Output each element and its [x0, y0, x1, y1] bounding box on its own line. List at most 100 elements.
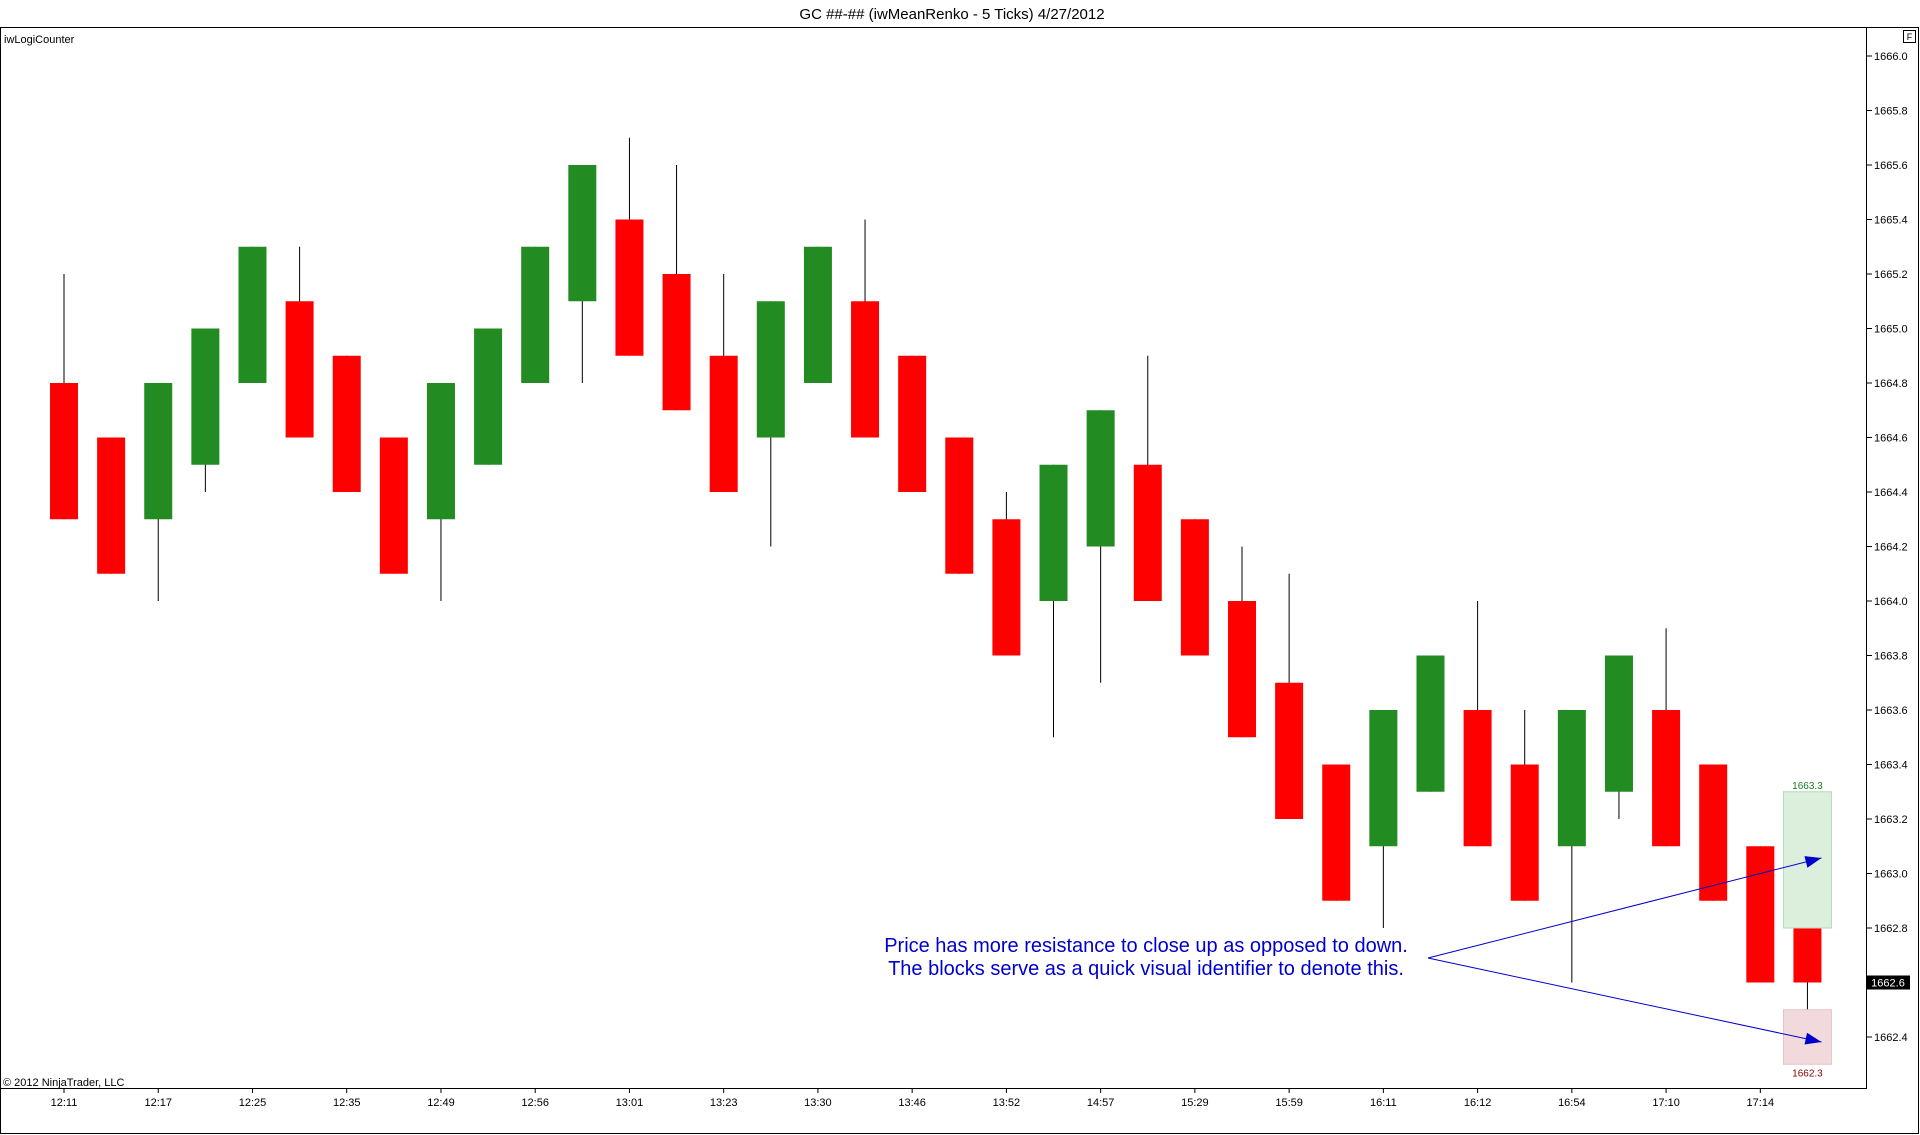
- lower-block-label: 1662.3: [1792, 1068, 1823, 1079]
- candle-down: [662, 165, 691, 411]
- candle-body: [426, 383, 455, 520]
- current-price-tag: 1662.6: [1867, 975, 1910, 990]
- candle-up: [426, 383, 455, 601]
- candle-body: [1133, 464, 1162, 601]
- current-price-label: 1662.6: [1871, 978, 1905, 990]
- y-tick-label: 1665.0: [1874, 324, 1908, 336]
- candle-body: [898, 355, 927, 492]
- x-tick-label: 13:30: [804, 1097, 832, 1109]
- x-tick-label: 12:17: [144, 1097, 172, 1109]
- candle-body: [1463, 710, 1492, 847]
- candle-down: [709, 274, 738, 492]
- candle-body: [1180, 519, 1209, 656]
- candle-down: [1793, 928, 1822, 1010]
- candle-down: [1322, 764, 1351, 901]
- candle-body: [1416, 655, 1445, 792]
- candle-body: [1275, 682, 1304, 819]
- x-tick-label: 17:14: [1747, 1097, 1775, 1109]
- candle-up: [238, 246, 267, 383]
- candle-body: [1369, 710, 1398, 847]
- candle-body: [662, 274, 691, 411]
- x-axis: 12:11 12:17 12:25 12:35 12:49 12:56 13:01 13:23…: [51, 1088, 1774, 1109]
- candle-body: [97, 437, 126, 574]
- candle-up: [1369, 710, 1398, 928]
- lower-block: [1782, 1009, 1832, 1065]
- candle-down: [332, 355, 361, 492]
- x-tick-label: 15:59: [1275, 1097, 1303, 1109]
- annotation-line-2: The blocks serve as a quick visual ident…: [888, 958, 1404, 980]
- candle-up: [803, 246, 832, 383]
- candle-down: [945, 437, 974, 574]
- y-tick-label: 1665.8: [1874, 106, 1908, 118]
- x-tick-label: 16:11: [1370, 1097, 1397, 1109]
- candle-down: [615, 137, 644, 356]
- y-tick-label: 1665.4: [1874, 215, 1908, 227]
- x-tick-label: 12:49: [427, 1097, 455, 1109]
- upper-block-label: 1663.3: [1792, 781, 1823, 792]
- x-tick-label: 12:25: [239, 1097, 267, 1109]
- y-tick-label: 1664.2: [1874, 542, 1908, 554]
- candle-body: [945, 437, 974, 574]
- x-tick-label: 14:57: [1087, 1097, 1115, 1109]
- candle-body: [332, 355, 361, 492]
- candle-down: [851, 219, 880, 438]
- annotation-arrow-lower: [1427, 957, 1822, 1043]
- indicator-label: iwLogiCounter: [4, 34, 75, 46]
- candle-up: [1039, 464, 1068, 738]
- y-tick-label: 1665.6: [1874, 160, 1908, 172]
- annotation: Price has more resistance to close up as…: [884, 856, 1822, 1045]
- candle-down: [97, 437, 126, 574]
- candle-body: [1322, 764, 1351, 901]
- candle-down: [1746, 846, 1775, 983]
- y-tick-label: 1662.4: [1874, 1032, 1908, 1044]
- candle-body: [803, 246, 832, 383]
- candle-body: [1557, 710, 1586, 847]
- candle-down: [992, 492, 1021, 656]
- candle-down: [1180, 519, 1209, 656]
- candle-body: [615, 219, 644, 356]
- y-tick-label: 1663.4: [1874, 760, 1908, 772]
- candle-up: [1416, 655, 1445, 792]
- chart-title: GC ##-## (iwMeanRenko - 5 Ticks) 4/27/20…: [799, 6, 1104, 23]
- candle-body: [1699, 764, 1728, 901]
- candle-body: [474, 328, 503, 465]
- corner-f-label: F: [1907, 32, 1913, 42]
- candle-body: [756, 301, 785, 438]
- candle-body: [1086, 410, 1115, 547]
- candle-up: [1086, 410, 1115, 683]
- candle-down: [379, 437, 408, 574]
- candle-body: [851, 301, 880, 438]
- annotation-line-1: Price has more resistance to close up as…: [884, 935, 1408, 957]
- candle-up: [568, 165, 597, 383]
- y-tick-label: 1662.8: [1874, 923, 1908, 935]
- candle-body: [1228, 601, 1256, 738]
- x-tick-label: 12:35: [333, 1097, 361, 1109]
- y-tick-label: 1663.0: [1874, 869, 1908, 881]
- x-tick-label: 12:11: [51, 1097, 78, 1109]
- y-tick-label: 1663.6: [1874, 705, 1908, 717]
- x-tick-label: 17:10: [1652, 1097, 1680, 1109]
- corner-f-button[interactable]: F: [1903, 30, 1916, 43]
- candle-down: [1275, 573, 1304, 819]
- candle-up: [521, 246, 550, 383]
- candle-body: [709, 355, 738, 492]
- candle-down: [898, 355, 927, 492]
- x-tick-label: 13:52: [993, 1097, 1021, 1109]
- candle-series: [50, 137, 1822, 1010]
- candle-up: [756, 301, 785, 547]
- copyright-label: © 2012 NinjaTrader, LLC: [3, 1077, 124, 1089]
- candle-up: [144, 383, 173, 601]
- candle-down: [1699, 764, 1728, 901]
- x-tick-label: 13:46: [898, 1097, 926, 1109]
- x-tick-label: 16:54: [1558, 1097, 1586, 1109]
- plot-frame: [0, 27, 1867, 1089]
- candle-up: [1557, 710, 1586, 983]
- candle-up: [191, 328, 220, 492]
- candle-body: [191, 328, 220, 465]
- candle-down: [1510, 710, 1539, 901]
- annotation-arrow-upper: [1427, 857, 1822, 959]
- candle-body: [992, 519, 1021, 656]
- candle-up: [474, 328, 503, 465]
- candle-body: [1652, 710, 1681, 847]
